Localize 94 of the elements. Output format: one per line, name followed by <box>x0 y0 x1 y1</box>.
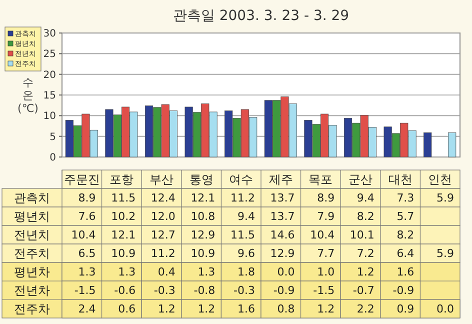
data-label: 10.1 <box>350 228 374 242</box>
y-axis-title: 수온 (℃) <box>18 76 38 115</box>
chart-title: 관측일 2003. 3. 23 - 3. 29 <box>172 8 350 24</box>
y-tick-label: 평년차 <box>14 264 50 279</box>
data-label: 8.9 <box>78 192 96 205</box>
data-label: 2.4 <box>78 302 96 316</box>
data-label: 9.4 <box>356 192 374 205</box>
data-label: 7.3 <box>396 192 414 205</box>
data-label: 11.2 <box>230 192 255 205</box>
data-label: 12.1 <box>111 228 136 242</box>
data-label: 1.3 <box>118 266 136 279</box>
x-tick-label: 주문진 <box>64 172 100 186</box>
data-label: -0.3 <box>234 284 255 298</box>
data-label: 0.8 <box>277 302 295 316</box>
data-label: 1.3 <box>78 266 96 279</box>
data-label: 8.2 <box>396 228 414 242</box>
data-label: 8.2 <box>356 210 374 224</box>
text: 전년치 <box>14 228 50 242</box>
text: 전주치 <box>14 246 50 260</box>
y-tick-label: 5 <box>50 132 56 143</box>
text: 평년치 <box>14 209 50 224</box>
x-tick-label: 대천 <box>388 172 412 186</box>
data-label: 12.1 <box>190 192 216 205</box>
data-label: 0.0 <box>277 266 295 279</box>
data-label: 12.9 <box>190 228 216 242</box>
y-tick-label: 전년차 <box>14 283 50 298</box>
data-label: 12.0 <box>150 210 176 224</box>
data-label: 1.6 <box>396 266 414 279</box>
data-label: 11.2 <box>150 247 176 260</box>
y-tick-label: 전주차 <box>14 302 50 316</box>
x-tick-label: 제주 <box>268 172 293 186</box>
data-label: -0.8 <box>194 284 216 298</box>
data-label: 0.6 <box>118 302 136 316</box>
data-label: 1.2 <box>356 266 374 279</box>
data-label: 5.9 <box>436 247 454 260</box>
x-tick-label: 군산 <box>348 172 372 186</box>
data-label: 12.9 <box>270 247 295 260</box>
data-label: 13.7 <box>270 210 295 224</box>
data-label: 6.4 <box>396 247 414 260</box>
data-label: 12.4 <box>150 192 176 205</box>
data-label: -0.3 <box>154 284 176 298</box>
x-tick-label: 포항 <box>110 172 134 186</box>
bar <box>424 132 432 158</box>
data-label: 5.7 <box>396 210 414 224</box>
data-label: 0.0 <box>436 302 454 316</box>
y-tick-label: 15 <box>43 90 56 102</box>
data-label: 0.9 <box>396 302 414 316</box>
x-tick-label: 인천 <box>428 172 452 186</box>
bar <box>448 132 456 158</box>
data-label: 9.4 <box>238 210 255 224</box>
x-tick-label: 부산 <box>150 172 174 186</box>
data-label: 9.6 <box>238 247 255 260</box>
data-label: 7.2 <box>356 247 374 260</box>
y-tick-label: 20 <box>43 70 56 81</box>
data-label: 10.9 <box>190 247 216 260</box>
data-label: -0.9 <box>392 284 414 298</box>
data-label: -1.5 <box>313 284 335 298</box>
data-label: 5.9 <box>436 192 454 205</box>
y-tick-label: 30 <box>43 28 56 40</box>
data-label: 14.6 <box>270 228 295 242</box>
y-tick-label: 10 <box>43 111 56 122</box>
data-label: 12.7 <box>150 228 176 242</box>
data-label: 10.2 <box>111 210 136 224</box>
data-label: 11.5 <box>230 228 255 242</box>
data-label: 7.9 <box>317 210 335 224</box>
data-label: 7.7 <box>317 247 335 260</box>
data-label: 11.5 <box>111 192 136 205</box>
data-label: 10.4 <box>310 228 335 242</box>
data-label: -0.7 <box>352 284 374 298</box>
x-tick-label: 여수 <box>229 172 254 186</box>
data-label: -0.6 <box>114 284 136 298</box>
data-label: 1.2 <box>198 302 216 316</box>
data-label: -0.9 <box>273 284 295 298</box>
data-label: 1.8 <box>238 266 255 279</box>
data-label: 8.9 <box>317 192 335 205</box>
data-label: 1.2 <box>158 302 176 316</box>
data-label: 6.5 <box>78 247 96 260</box>
data-label: 1.0 <box>317 266 335 279</box>
data-label: 0.4 <box>158 266 176 279</box>
y-tick-label: 25 <box>43 49 56 60</box>
text: 관측치 <box>14 190 50 205</box>
data-label: 1.3 <box>198 266 216 279</box>
x-tick-label: 목포 <box>308 172 333 186</box>
data-label: 1.6 <box>238 302 255 316</box>
data-label: 1.2 <box>317 302 335 316</box>
data-label: 10.9 <box>111 247 136 260</box>
data-label: 7.6 <box>78 210 96 224</box>
x-tick-label: 통영 <box>189 172 214 186</box>
data-label: 10.4 <box>71 228 96 242</box>
data-label: 2.2 <box>356 302 374 316</box>
y-tick-label: 0 <box>50 152 56 164</box>
data-label: 13.7 <box>270 192 295 205</box>
data-label: 10.8 <box>190 210 216 224</box>
data-label: -1.5 <box>74 284 96 298</box>
